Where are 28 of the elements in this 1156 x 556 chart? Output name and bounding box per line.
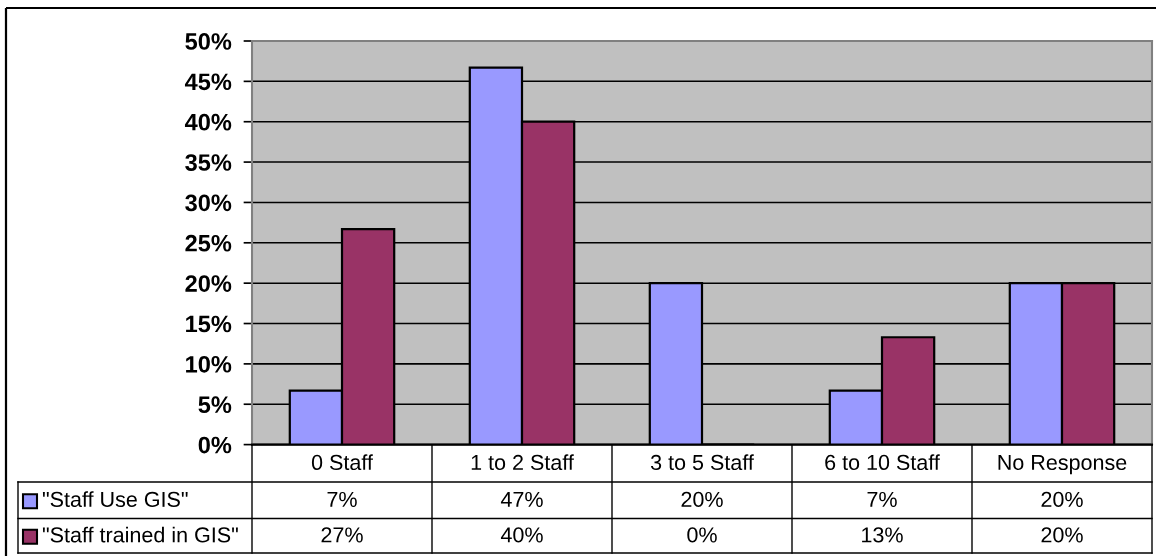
y-tick-label: 0% bbox=[198, 436, 232, 454]
data-label: 27% bbox=[321, 527, 363, 543]
y-tick-label: 30% bbox=[185, 194, 232, 212]
y-tick-label: 25% bbox=[185, 234, 232, 252]
data-label: 0% bbox=[687, 527, 717, 543]
data-label: 20% bbox=[1041, 491, 1083, 508]
y-tick-label: 20% bbox=[185, 275, 232, 292]
x-tick-label: 6 to 10 Staff bbox=[825, 454, 940, 471]
data-label: 7% bbox=[867, 491, 897, 507]
data-label: 47% bbox=[500, 491, 543, 507]
data-label: 20% bbox=[681, 491, 723, 508]
data-label: 20% bbox=[1041, 527, 1083, 543]
data-label: 7% bbox=[327, 491, 357, 507]
legend-label: "Staff Use GIS" bbox=[42, 491, 188, 508]
y-tick-label: 5% bbox=[198, 396, 232, 414]
y-tick-label: 45% bbox=[184, 73, 232, 91]
y-tick-label: 50% bbox=[185, 33, 232, 50]
y-tick-label: 15% bbox=[186, 315, 232, 333]
y-tick-label: 40% bbox=[184, 113, 232, 131]
y-tick-label: 10% bbox=[186, 355, 232, 373]
x-tick-label: 1 to 2 Staff bbox=[471, 454, 574, 471]
legend-label: "Staff trained in GIS" bbox=[42, 526, 238, 543]
y-tick-label: 35% bbox=[185, 154, 232, 171]
x-tick-label: 3 to 5 Staff bbox=[650, 454, 754, 471]
x-tick-label: No Response bbox=[998, 455, 1127, 475]
x-tick-label: 0 Staff bbox=[311, 454, 373, 471]
data-label: 13% bbox=[862, 527, 903, 543]
data-label: 40% bbox=[500, 527, 543, 543]
